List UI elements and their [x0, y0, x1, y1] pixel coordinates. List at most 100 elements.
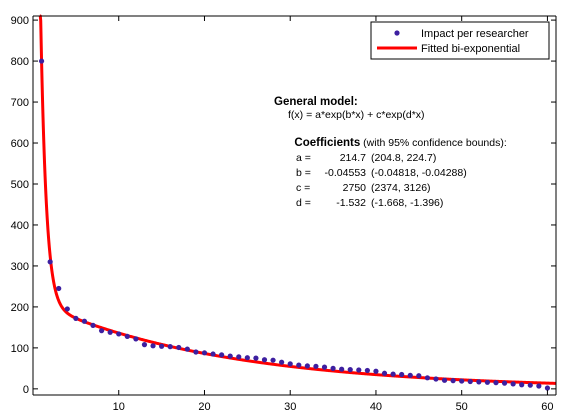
- data-point: [244, 355, 250, 361]
- data-point: [347, 367, 353, 373]
- model-formula: f(x) = a*exp(b*x) + c*exp(d*x): [288, 109, 425, 121]
- data-point: [484, 379, 491, 385]
- data-point: [527, 382, 533, 388]
- data-point: [390, 371, 396, 377]
- data-point: [287, 361, 293, 367]
- data-point: [124, 333, 130, 340]
- data-point: [399, 371, 405, 378]
- coefficients-title: Coefficients: [294, 137, 360, 149]
- coef-a-name: a =: [296, 152, 311, 164]
- data-point: [176, 344, 182, 351]
- coef-a-bounds: (204.8, 224.7): [371, 152, 436, 164]
- data-point: [510, 381, 516, 387]
- data-point: [167, 344, 173, 350]
- y-tick-label: 900: [11, 15, 29, 27]
- data-point: [141, 342, 148, 348]
- y-tick-label: 300: [11, 261, 29, 273]
- y-tick-label: 700: [11, 97, 29, 109]
- coef-b-name: b =: [296, 167, 311, 179]
- data-point: [416, 373, 422, 379]
- coef-d-bounds: (-1.668, -1.396): [371, 197, 443, 209]
- data-point: [73, 315, 79, 321]
- data-point: [459, 378, 465, 384]
- data-point: [38, 58, 45, 64]
- data-point: [64, 306, 70, 312]
- coefficients-suffix: (with 95% confidence bounds):: [360, 137, 507, 149]
- data-point: [304, 363, 310, 369]
- y-tick-label: 600: [11, 138, 29, 150]
- data-point: [424, 375, 430, 381]
- data-point: [193, 349, 199, 355]
- data-point: [107, 329, 113, 335]
- data-point: [441, 377, 448, 383]
- data-point: [201, 350, 208, 356]
- y-tick-label: 500: [11, 179, 29, 191]
- data-point: [90, 322, 96, 328]
- legend-label-line: Fitted bi-exponential: [421, 43, 520, 55]
- data-point: [227, 353, 233, 359]
- data-point: [313, 363, 319, 369]
- coef-d-name: d =: [296, 197, 311, 209]
- coef-c-value: 2750: [343, 182, 367, 194]
- coef-b-value: -0.04553: [325, 167, 367, 179]
- data-point: [184, 346, 190, 352]
- y-tick-label: 800: [11, 56, 29, 68]
- x-tick-label: 50: [456, 401, 468, 413]
- data-point: [253, 355, 259, 361]
- data-point: [544, 385, 551, 391]
- x-tick-label: 10: [113, 401, 125, 413]
- data-point: [519, 382, 525, 388]
- plot-area: [33, 16, 556, 395]
- data-point: [81, 318, 88, 324]
- data-point: [270, 357, 276, 363]
- data-point: [339, 366, 345, 372]
- data-point: [56, 285, 62, 292]
- data-point: [47, 259, 53, 265]
- data-point: [373, 368, 379, 374]
- data-point: [279, 359, 285, 365]
- coef-d-value: -1.532: [336, 197, 366, 209]
- y-tick-label: 400: [11, 220, 29, 232]
- coef-a-value: 214.7: [340, 152, 366, 164]
- data-point: [98, 328, 105, 334]
- data-point: [236, 354, 242, 360]
- data-point: [330, 365, 336, 371]
- data-point: [210, 351, 216, 357]
- data-point: [407, 372, 413, 378]
- data-point: [219, 352, 225, 358]
- coef-c-name: c =: [296, 182, 310, 194]
- legend-marker-points: [394, 30, 400, 36]
- data-point: [467, 378, 473, 385]
- data-point: [501, 380, 508, 386]
- general-model-title: General model:: [274, 96, 358, 108]
- data-point: [476, 379, 482, 385]
- data-point: [381, 370, 388, 376]
- x-tick-label: 60: [541, 401, 553, 413]
- data-point: [450, 378, 456, 384]
- data-point: [536, 383, 542, 389]
- data-point: [433, 376, 439, 382]
- data-point: [150, 343, 156, 349]
- coef-c-bounds: (2374, 3126): [371, 182, 431, 194]
- fit-annotation: General model: f(x) = a*exp(b*x) + c*exp…: [274, 96, 521, 209]
- data-point: [321, 364, 328, 370]
- x-tick-label: 40: [370, 401, 382, 413]
- data-point: [296, 362, 302, 368]
- y-tick-label: 100: [11, 343, 29, 355]
- data-point: [116, 331, 122, 337]
- data-point: [133, 336, 139, 342]
- data-point: [364, 367, 370, 374]
- coef-b-bounds: (-0.04818, -0.04288): [371, 167, 467, 179]
- y-tick-label: 200: [11, 302, 29, 314]
- legend-label-points: Impact per researcher: [421, 28, 529, 40]
- legend: Impact per researcher Fitted bi-exponent…: [370, 21, 550, 60]
- y-tick-label: 0: [23, 384, 29, 396]
- axes: [32, 15, 557, 396]
- x-tick-label: 30: [284, 401, 296, 413]
- coefficients-heading: Coefficients (with 95% confidence bounds…: [274, 137, 521, 149]
- data-point: [493, 380, 499, 386]
- data-point: [159, 343, 165, 349]
- x-tick-label: 20: [198, 401, 210, 413]
